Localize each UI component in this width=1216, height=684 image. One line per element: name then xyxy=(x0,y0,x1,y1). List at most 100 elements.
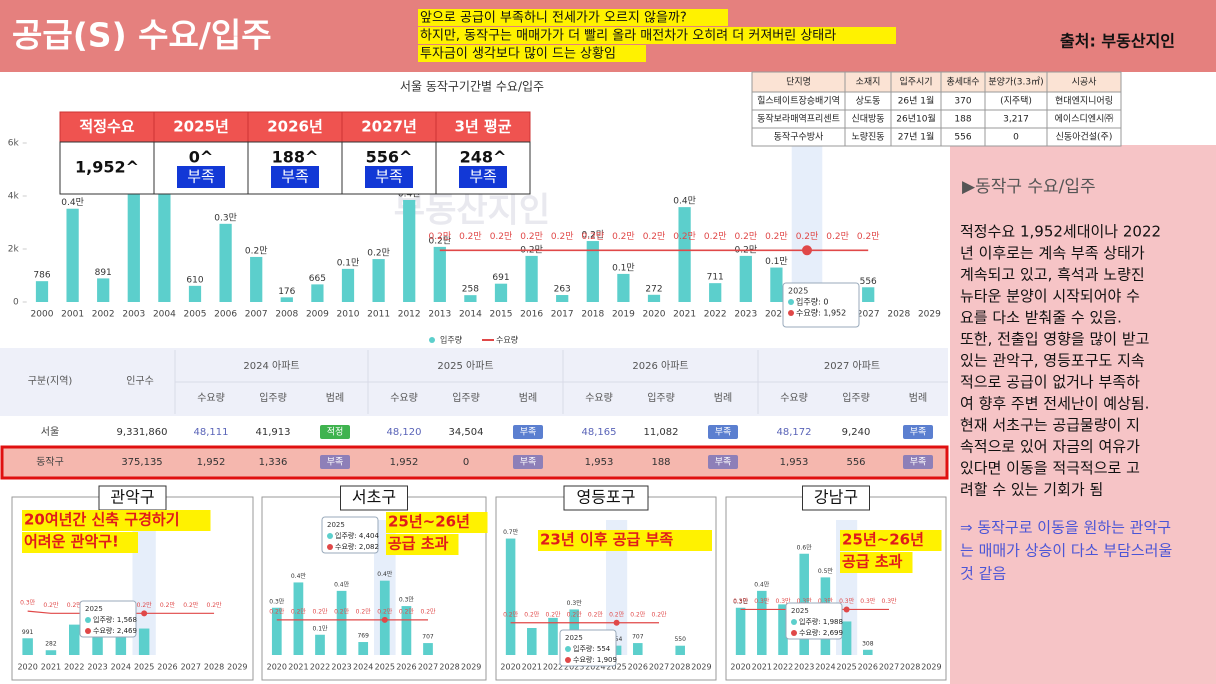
tooltip xyxy=(785,602,843,640)
x-tick-label: 2025 xyxy=(836,663,856,672)
summary-value: 1,952^ xyxy=(75,158,139,177)
table-subheader: 수요량 xyxy=(197,392,225,404)
table-status: 부족 xyxy=(910,427,927,438)
bar xyxy=(219,223,232,302)
header-note: 하지만, 동작구는 매매가가 더 빨리 올라 매전차가 오히려 더 커져버린 상… xyxy=(420,29,836,44)
bar-value-label: 707 xyxy=(632,634,644,641)
line-value-label: 0.2만 xyxy=(524,610,540,618)
x-tick-label: 2020 xyxy=(17,663,37,672)
project-cell-text: 힐스테이트장승배기역 xyxy=(757,95,840,107)
side-text: 년 이후로는 계속 부족 상태가 xyxy=(960,244,1145,262)
line-value-label: 0.2만 xyxy=(588,610,604,618)
x-tick-label: 2008 xyxy=(275,310,298,320)
x-tick-label: 2028 xyxy=(204,663,224,672)
bar xyxy=(841,621,852,655)
legend-swatch xyxy=(429,337,435,343)
bar-value-label: 0.2만 xyxy=(245,245,268,256)
tooltip-line: 수요량: 2,469 xyxy=(93,627,137,635)
tooltip-dot xyxy=(381,616,388,623)
table-cell: 48,120 xyxy=(387,427,422,438)
tooltip xyxy=(782,282,860,328)
legend-label: 수요량 xyxy=(496,335,519,345)
highlight-row xyxy=(0,445,949,480)
table-cell: 1,953 xyxy=(780,457,809,468)
side-text: 또한, 전출입 영향을 많이 받고 xyxy=(960,330,1149,348)
x-tick-label: 2028 xyxy=(439,663,459,672)
table-subheader: 범례 xyxy=(909,392,927,404)
annotation-highlight xyxy=(538,530,712,551)
summary-status: 부족 xyxy=(375,168,403,186)
bar xyxy=(45,650,57,655)
bar xyxy=(709,283,722,302)
bar xyxy=(66,208,79,302)
table-cell: 48,165 xyxy=(582,427,617,438)
project-header: 시공사 xyxy=(1072,77,1098,88)
bar-value-label: 711 xyxy=(707,273,724,283)
bar xyxy=(464,295,477,302)
annotation-highlight xyxy=(840,530,942,551)
x-tick-label: 2029 xyxy=(227,663,247,672)
line-value-label: 0.2만 xyxy=(673,231,696,242)
annotation-highlight xyxy=(22,532,138,553)
bar-value-label: 0.3만 xyxy=(214,212,237,223)
highlight-band xyxy=(791,143,823,302)
x-tick-label: 2024 xyxy=(765,310,788,320)
bar xyxy=(69,624,80,655)
project-cell-text: 0 xyxy=(1013,133,1019,143)
bar xyxy=(757,590,767,655)
x-tick-label: 2024 xyxy=(353,663,373,672)
bar xyxy=(97,278,110,302)
bar-value-label: 0.4만 xyxy=(673,196,696,207)
x-tick-label: 2013 xyxy=(428,310,451,320)
mini-title-box xyxy=(98,485,167,511)
line-value-label: 0.2만 xyxy=(490,231,513,242)
x-tick-label: 2025 xyxy=(134,663,154,672)
x-tick-label: 2010 xyxy=(337,310,360,320)
source: 출처: 부동산지인 xyxy=(1060,32,1175,51)
side-text: 적정수요 1,952세대이나 2022 xyxy=(960,223,1161,241)
status-badge xyxy=(365,166,413,188)
side-text: 계속되고 있고, 흑석과 노량진 xyxy=(960,266,1145,284)
side-conclusion: ⇒ 동작구로 이동을 원하는 관악구 xyxy=(960,519,1171,537)
x-tick-label: 2022 xyxy=(310,663,330,672)
tooltip-line: 수요량: 1,909 xyxy=(573,656,617,664)
bar xyxy=(770,267,783,302)
x-tick-label: 2015 xyxy=(490,310,513,320)
line-value-label: 0.2만 xyxy=(857,231,880,242)
tooltip-swatch xyxy=(327,544,333,550)
tooltip-swatch xyxy=(327,533,333,539)
x-tick-label: 2002 xyxy=(92,310,115,320)
bar xyxy=(341,268,355,302)
project-cell-text: 신동아건설(주) xyxy=(1056,132,1113,143)
project-header: 총세대수 xyxy=(946,77,979,88)
tooltip xyxy=(559,629,617,667)
tooltip-dot xyxy=(843,606,850,613)
line-value-label: 0.3만 xyxy=(775,597,791,605)
tooltip-title: 2025 xyxy=(565,634,583,642)
bar-value-label: 0.1만 xyxy=(312,624,328,632)
table-status: 부족 xyxy=(910,457,927,468)
bar xyxy=(280,297,293,302)
side-text: 적으로 공급이 없거나 부족하 xyxy=(960,373,1140,391)
summary-value: 556^ xyxy=(366,148,413,167)
table-subheader: 입주량 xyxy=(842,391,870,404)
summary-header: 2025년 xyxy=(173,118,229,136)
x-tick-label: 2006 xyxy=(214,310,237,320)
table-header: 인구수 xyxy=(126,375,154,387)
project-header: 입주시기 xyxy=(899,76,932,88)
side-text: 요를 다소 받춰줄 수 있음. xyxy=(960,309,1122,327)
bar-value-label: 0.1만 xyxy=(612,262,635,273)
tooltip-line: 입주량: 554 xyxy=(573,645,611,653)
bar xyxy=(188,285,202,302)
bar-value-label: 0.1만 xyxy=(337,257,360,268)
table-cell: 0 xyxy=(463,457,469,468)
side-text: 현재 서초구는 공급물량이 지 xyxy=(960,416,1140,434)
mini-annotation: 23년 이후 공급 부족 xyxy=(540,531,673,549)
table-status: 부족 xyxy=(715,457,732,468)
x-tick-label: 2029 xyxy=(461,663,481,672)
annotation-highlight xyxy=(386,534,459,555)
annotation-highlight xyxy=(386,512,488,533)
mini-title-box xyxy=(802,485,870,511)
summary-header: 2026년 xyxy=(267,118,323,136)
line-value-label: 0.3만 xyxy=(818,597,834,605)
